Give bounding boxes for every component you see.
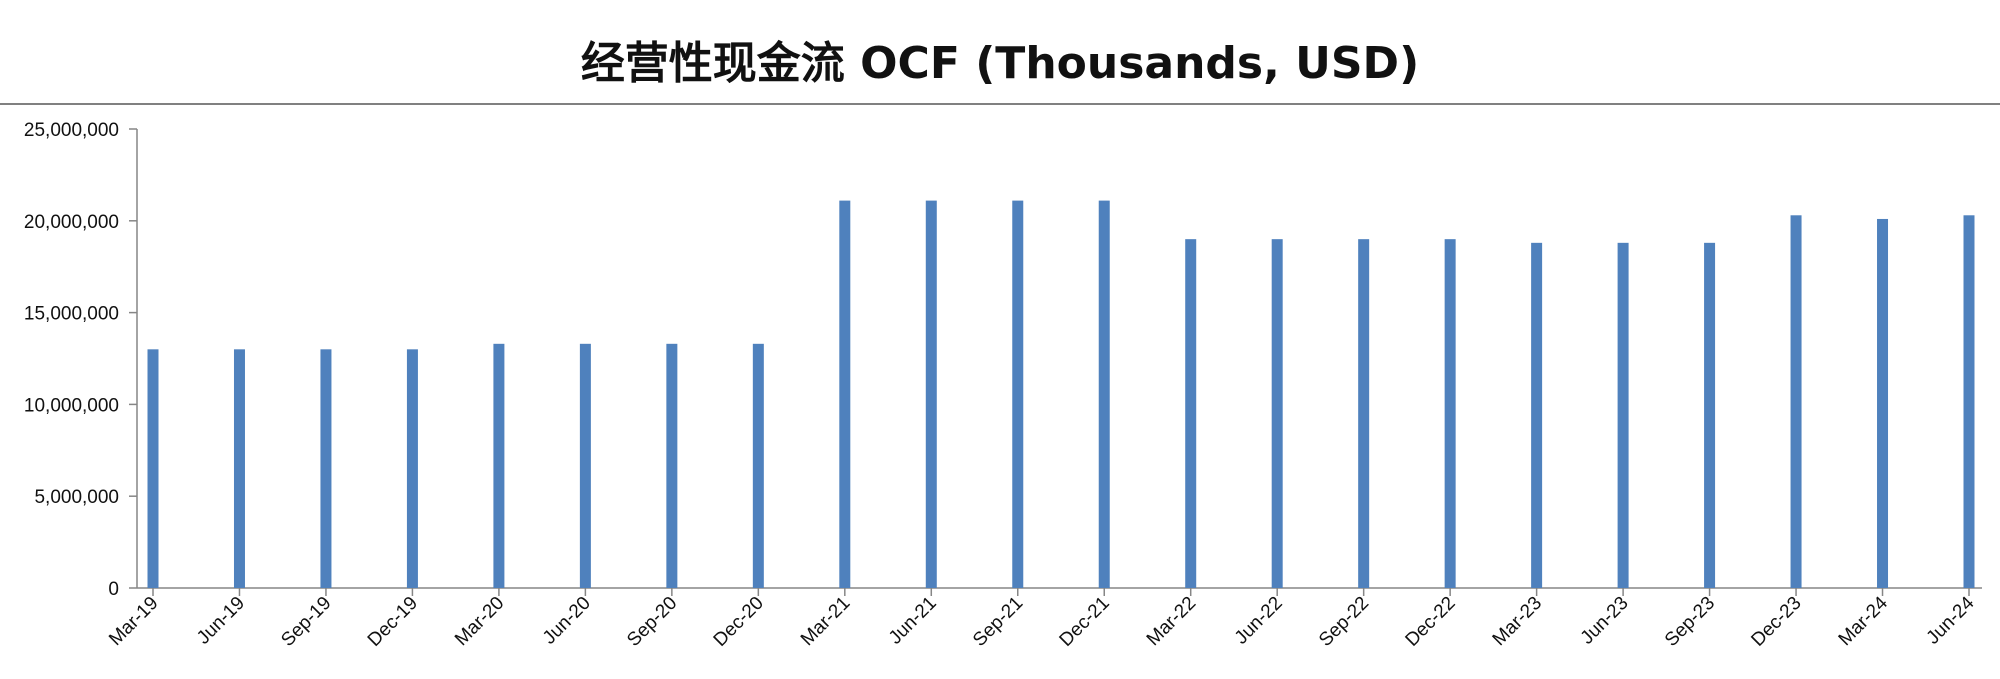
- bar: [493, 343, 505, 588]
- x-tick-label: Sep-19: [277, 593, 335, 651]
- bar: [1617, 242, 1629, 588]
- bar: [1877, 218, 1889, 589]
- bar: [925, 200, 937, 588]
- bar: [233, 349, 245, 588]
- bar: [1358, 239, 1370, 588]
- y-tick-label: 25,000,000: [24, 120, 119, 141]
- y-tick-label: 15,000,000: [24, 304, 119, 325]
- x-tick-label: Mar-21: [797, 593, 854, 650]
- y-tick-label: 20,000,000: [24, 212, 119, 233]
- bar: [406, 349, 418, 588]
- x-tick-label: Mar-24: [1835, 592, 1893, 650]
- chart-title: 经营性现金流 OCF (Thousands, USD): [581, 38, 1419, 89]
- bar: [1271, 239, 1283, 588]
- bar: [1531, 242, 1543, 588]
- y-tick-label: 0: [108, 579, 119, 600]
- x-tick-label: Sep-20: [623, 593, 681, 651]
- bar: [666, 343, 678, 588]
- x-tick-label: Dec-21: [1056, 593, 1114, 651]
- x-tick-label: Sep-22: [1315, 593, 1373, 651]
- bar: [1185, 239, 1197, 588]
- bar: [839, 200, 851, 588]
- x-tick-label: Dec-22: [1402, 593, 1460, 651]
- bar: [752, 343, 764, 588]
- x-tick-label: Jun-19: [193, 593, 249, 649]
- bar: [1444, 239, 1456, 588]
- x-tick-label: Jun-23: [1577, 593, 1633, 649]
- x-tick-label: Sep-21: [969, 593, 1027, 651]
- x-tick-label: Jun-22: [1231, 593, 1287, 649]
- bar: [579, 343, 591, 588]
- bar: [1790, 215, 1802, 589]
- x-tick-label: Jun-24: [1923, 592, 1979, 648]
- x-tick-label: Jun-20: [539, 593, 595, 649]
- bar: [320, 349, 332, 588]
- bar: [1963, 215, 1975, 589]
- x-tick-label: Mar-22: [1143, 593, 1200, 650]
- bar: [1012, 200, 1024, 588]
- bar: [1098, 200, 1110, 588]
- x-tick-label: Sep-23: [1661, 593, 1719, 651]
- plot-area: 0 5,000,000 10,000,000 15,000,000 20,000,000…: [24, 120, 1982, 651]
- bar: [147, 349, 159, 588]
- x-tick-label: Dec-19: [364, 593, 422, 651]
- y-tick-label: 10,000,000: [24, 395, 119, 416]
- x-tick-label: Mar-23: [1489, 593, 1546, 650]
- x-tick-label: Dec-23: [1747, 593, 1805, 651]
- x-tick-label: Mar-19: [105, 593, 162, 650]
- y-tick-label: 5,000,000: [34, 487, 119, 508]
- x-tick-label: Mar-20: [451, 593, 508, 650]
- bar: [1704, 242, 1716, 588]
- x-tick-label: Dec-20: [710, 593, 768, 651]
- x-tick-label: Jun-21: [885, 593, 941, 649]
